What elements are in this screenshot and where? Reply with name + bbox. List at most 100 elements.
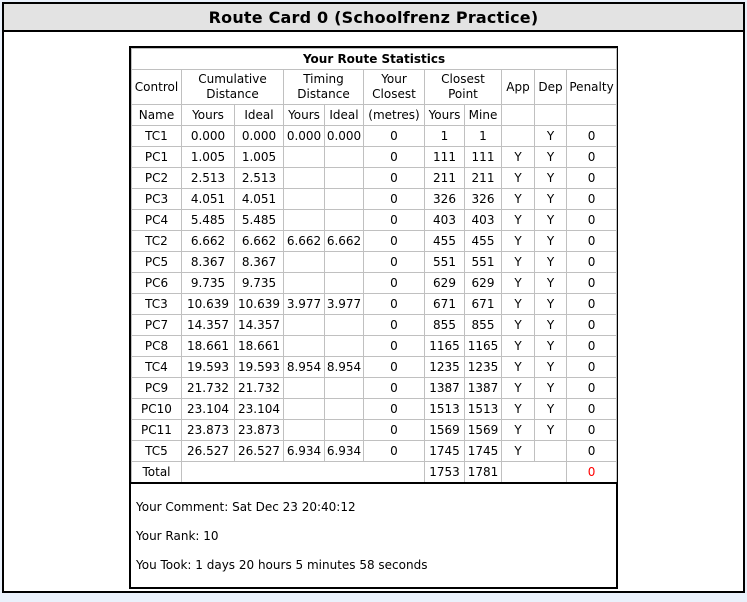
timing-ideal-cell: 0.000 (324, 125, 364, 147)
dep-cell: Y (534, 398, 567, 420)
closest-point-yours-cell: 671 (424, 293, 465, 315)
table-row: PC11 23.873 23.873 0 1569 1569 Y Y 0 (131, 419, 618, 441)
closest-point-mine-cell: 455 (464, 230, 502, 252)
your-closest-metres-cell: 0 (363, 272, 425, 294)
table-row: PC2 2.513 2.513 0 211 211 Y Y 0 (131, 167, 618, 189)
closest-point-yours-cell: 1165 (424, 335, 465, 357)
sub-header-cumulative-yours: Yours (181, 104, 235, 126)
cumulative-ideal-cell: 4.051 (234, 188, 284, 210)
dep-cell: Y (534, 167, 567, 189)
penalty-cell: 0 (565, 209, 618, 231)
your-closest-metres-cell: 0 (363, 440, 425, 462)
control-name-cell: TC1 (131, 125, 182, 147)
route-card-window: Route Card 0 (Schoolfrenz Practice) Your… (2, 2, 745, 593)
closest-point-mine-cell: 1387 (464, 377, 502, 399)
timing-yours-cell (283, 272, 325, 294)
sub-header-timing-ideal: Ideal (324, 104, 364, 126)
total-row: Total 1753 1781 0 (131, 461, 618, 484)
closest-point-mine-cell: 111 (464, 146, 502, 168)
closest-point-mine-cell: 855 (464, 314, 502, 336)
col-header-your-closest: Your Closest (363, 69, 425, 105)
penalty-cell: 0 (565, 293, 618, 315)
closest-point-mine-cell: 1 (464, 125, 502, 147)
cumulative-ideal-cell: 2.513 (234, 167, 284, 189)
control-name-cell: PC10 (131, 398, 182, 420)
table-row: TC2 6.662 6.662 6.662 6.662 0 455 455 Y Y 0 (131, 230, 618, 252)
app-cell: Y (501, 251, 535, 273)
closest-point-mine-cell: 1569 (464, 419, 502, 441)
table-row: PC8 18.661 18.661 0 1165 1165 Y Y 0 (131, 335, 618, 357)
timing-yours-cell (283, 188, 325, 210)
total-closest-point-mine-cell: 1781 (464, 461, 502, 484)
result-summary: Your Comment: Sat Dec 23 20:40:12 Your R… (131, 484, 616, 573)
app-cell: Y (501, 419, 535, 441)
col-header-control: Control (131, 69, 182, 105)
closest-point-yours-cell: 1513 (424, 398, 465, 420)
dep-cell: Y (534, 335, 567, 357)
your-closest-metres-cell: 0 (363, 209, 425, 231)
cumulative-yours-cell: 8.367 (181, 251, 235, 273)
table-row: TC5 26.527 26.527 6.934 6.934 0 1745 1745 Y 0 (131, 440, 618, 462)
cumulative-ideal-cell: 10.639 (234, 293, 284, 315)
table-row: PC4 5.485 5.485 0 403 403 Y Y 0 (131, 209, 618, 231)
table-row: PC5 8.367 8.367 0 551 551 Y Y 0 (131, 251, 618, 273)
your-closest-metres-cell: 0 (363, 188, 425, 210)
control-name-cell: PC1 (131, 146, 182, 168)
timing-ideal-cell (324, 419, 364, 441)
control-name-cell: TC4 (131, 356, 182, 378)
col-header-penalty: Penalty (565, 69, 618, 105)
control-name-cell: PC9 (131, 377, 182, 399)
table-row: PC7 14.357 14.357 0 855 855 Y Y 0 (131, 314, 618, 336)
control-name-cell: PC7 (131, 314, 182, 336)
timing-ideal-cell (324, 335, 364, 357)
app-cell: Y (501, 209, 535, 231)
your-closest-metres-cell: 0 (363, 293, 425, 315)
cumulative-ideal-cell: 23.104 (234, 398, 284, 420)
sub-header-dep-empty (534, 104, 567, 126)
timing-ideal-cell: 8.954 (324, 356, 364, 378)
sub-header-cumulative-ideal: Ideal (234, 104, 284, 126)
timing-ideal-cell (324, 167, 364, 189)
timing-yours-cell (283, 251, 325, 273)
control-name-cell: TC3 (131, 293, 182, 315)
timing-ideal-cell (324, 209, 364, 231)
penalty-cell: 0 (565, 167, 618, 189)
timing-yours-cell (283, 335, 325, 357)
control-name-cell: PC2 (131, 167, 182, 189)
cumulative-yours-cell: 19.593 (181, 356, 235, 378)
cumulative-yours-cell: 9.735 (181, 272, 235, 294)
closest-point-mine-cell: 211 (464, 167, 502, 189)
total-app-dep-empty-cell (501, 461, 567, 484)
control-name-cell: PC3 (131, 188, 182, 210)
closest-point-mine-cell: 1745 (464, 440, 502, 462)
sub-header-metres: (metres) (363, 104, 425, 126)
closest-point-yours-cell: 211 (424, 167, 465, 189)
your-rank-text: Your Rank: 10 (136, 529, 219, 543)
closest-point-yours-cell: 1387 (424, 377, 465, 399)
penalty-cell: 0 (565, 440, 618, 462)
sub-header-row: Name Yours Ideal Yours Ideal (metres) Yo… (131, 104, 618, 126)
control-name-cell: PC4 (131, 209, 182, 231)
cumulative-yours-cell: 26.527 (181, 440, 235, 462)
table-row: PC9 21.732 21.732 0 1387 1387 Y Y 0 (131, 377, 618, 399)
cumulative-yours-cell: 23.873 (181, 419, 235, 441)
table-title-row: Your Route Statistics (130, 48, 618, 70)
cumulative-ideal-cell: 1.005 (234, 146, 284, 168)
window-title: Route Card 0 (Schoolfrenz Practice) (4, 4, 743, 32)
timing-yours-cell: 6.662 (283, 230, 325, 252)
timing-yours-cell (283, 146, 325, 168)
timing-yours-cell (283, 377, 325, 399)
app-cell: Y (501, 230, 535, 252)
sub-header-app-empty (501, 104, 535, 126)
closest-point-yours-cell: 1 (424, 125, 465, 147)
closest-point-mine-cell: 629 (464, 272, 502, 294)
cumulative-yours-cell: 21.732 (181, 377, 235, 399)
timing-ideal-cell: 6.662 (324, 230, 364, 252)
table-row: TC4 19.593 19.593 8.954 8.954 0 1235 1235 Y Y 0 (131, 356, 618, 378)
control-name-cell: PC5 (131, 251, 182, 273)
timing-ideal-cell (324, 314, 364, 336)
closest-point-mine-cell: 1165 (464, 335, 502, 357)
route-statistics-table: Your Route Statistics Control Cumulative… (130, 48, 618, 484)
app-cell (501, 125, 535, 147)
sub-header-penalty-empty (565, 104, 618, 126)
